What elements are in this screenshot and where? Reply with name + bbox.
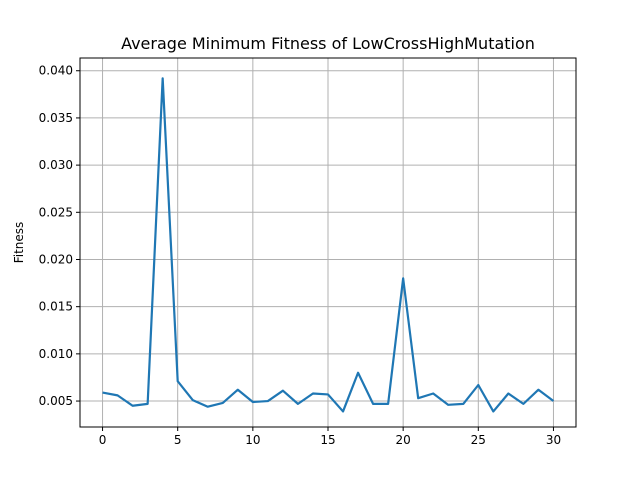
y-tick-label: 0.015 [39, 300, 73, 314]
y-tick-label: 0.035 [39, 111, 73, 125]
x-tick-label: 10 [245, 433, 260, 447]
y-axis: 0.005 0.010 0.015 0.020 0.025 0.030 0.035 0.040 [39, 64, 80, 408]
x-tick-label: 0 [99, 433, 107, 447]
x-tick-label: 30 [546, 433, 561, 447]
x-tick-label: 20 [396, 433, 411, 447]
series-layer [102, 77, 555, 413]
x-tick-label: 25 [471, 433, 486, 447]
y-tick-label: 0.020 [39, 252, 73, 266]
y-tick-label: 0.025 [39, 205, 73, 219]
y-tick-label: 0.010 [39, 347, 73, 361]
y-axis-label: Fitness [12, 222, 26, 264]
series-line [102, 77, 555, 413]
chart-title: Average Minimum Fitness of LowCrossHighM… [121, 34, 535, 53]
grid [80, 58, 576, 427]
y-tick-label: 0.030 [39, 158, 73, 172]
x-tick-label: 5 [174, 433, 182, 447]
x-axis: 0 5 10 15 20 25 30 [99, 427, 561, 447]
y-tick-label: 0.005 [39, 394, 73, 408]
x-tick-label: 15 [320, 433, 335, 447]
y-tick-label: 0.040 [39, 64, 73, 78]
